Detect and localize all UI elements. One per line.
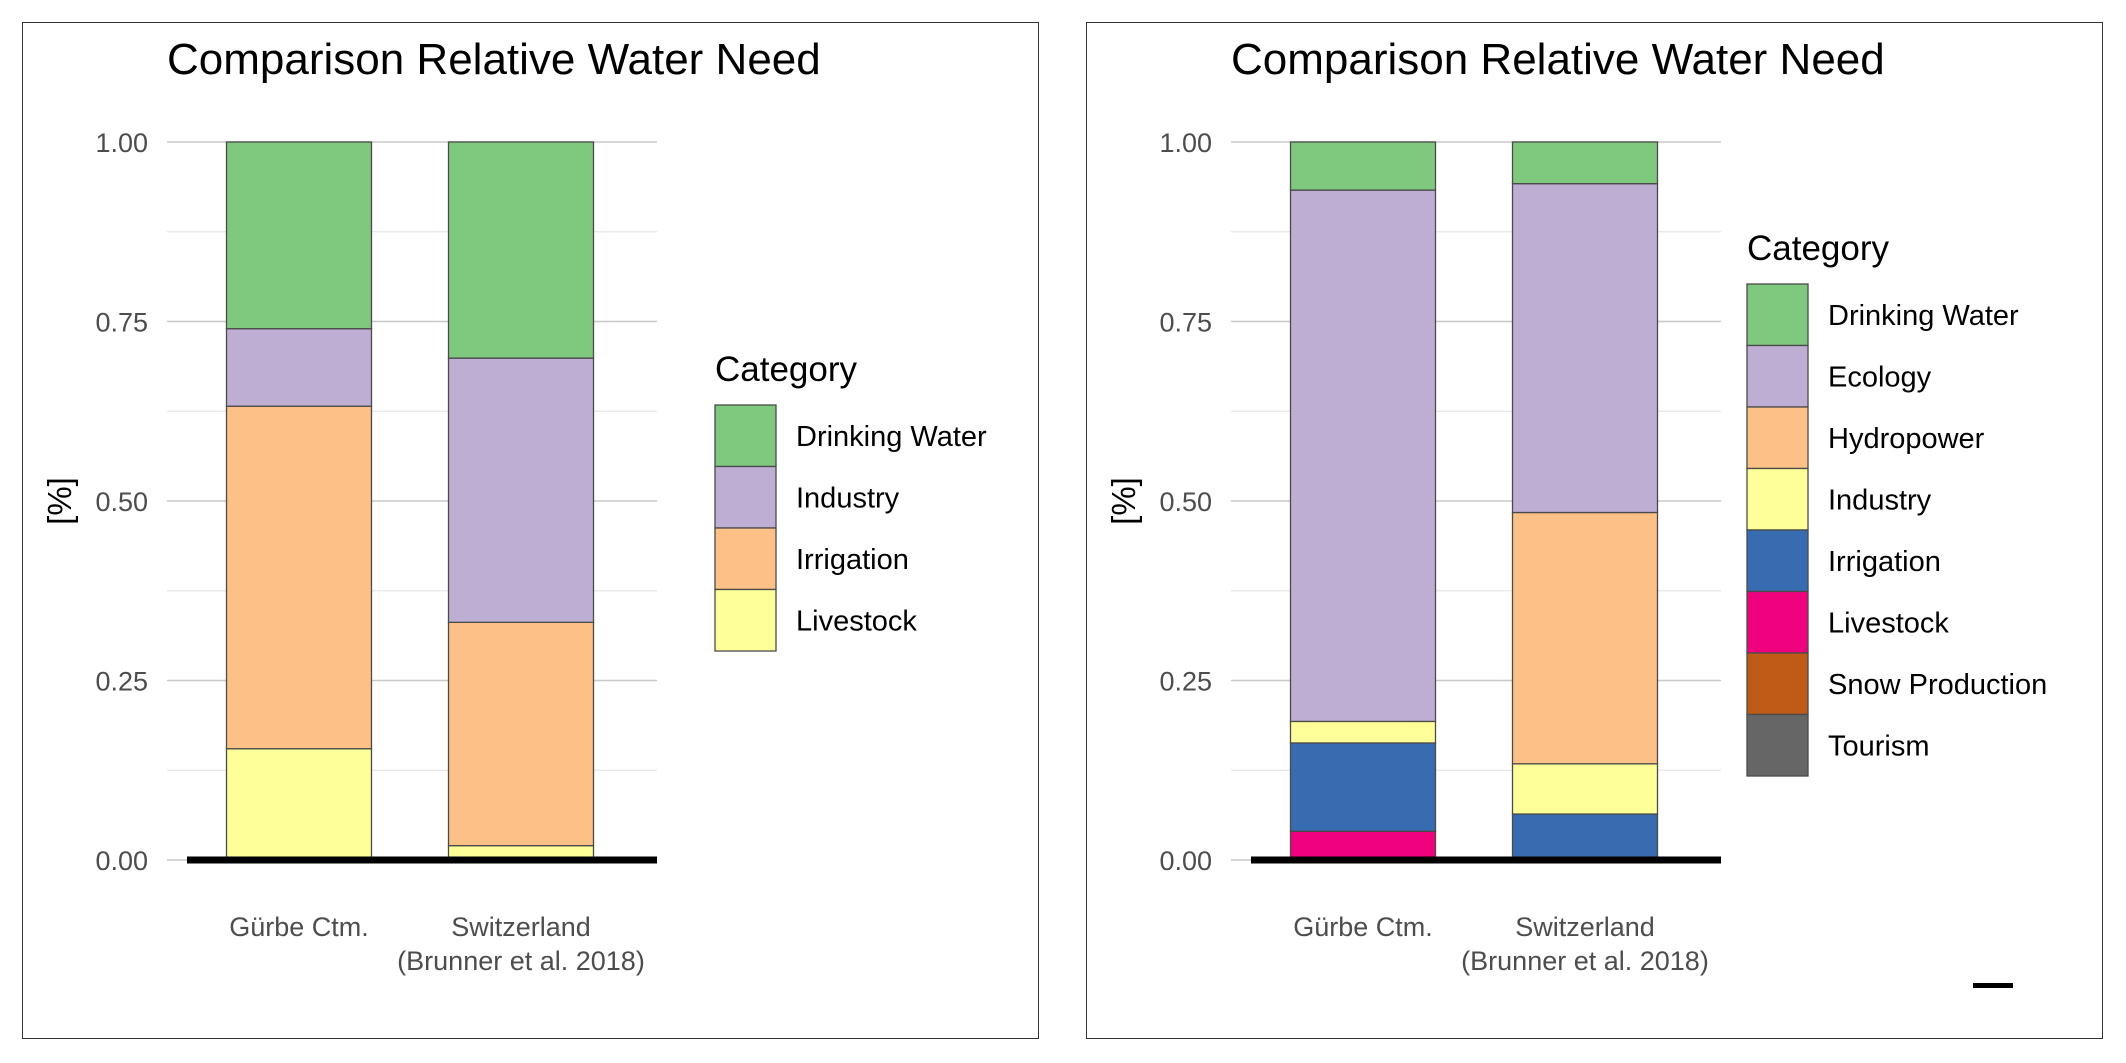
bar-segment-irrigation bbox=[1289, 742, 1437, 832]
x-tick-label: Switzerland bbox=[451, 912, 591, 942]
bar-segment-drinking-water bbox=[1289, 141, 1437, 191]
legend-key-livestock bbox=[714, 588, 777, 652]
chart-title: Comparison Relative Water Need bbox=[167, 35, 821, 84]
bar-segment-industry bbox=[1289, 720, 1437, 744]
y-tick-label: 0.00 bbox=[95, 846, 148, 876]
legend-label: Hydropower bbox=[1828, 423, 1985, 455]
legend-label: Irrigation bbox=[1828, 546, 1941, 578]
y-tick-label: 0.50 bbox=[95, 487, 148, 517]
bar-segment-irrigation bbox=[1511, 813, 1659, 861]
bar-segment-irrigation bbox=[225, 405, 373, 750]
stacked-bar-chart-left: Comparison Relative Water Need 0.00 0.25 0.… bbox=[41, 35, 987, 976]
x-tick-label: (Brunner et al. 2018) bbox=[397, 946, 645, 976]
chart-title: Comparison Relative Water Need bbox=[1231, 35, 1885, 84]
legend-label: Drinking Water bbox=[1828, 300, 2019, 332]
legend-label: Tourism bbox=[1828, 730, 1930, 762]
legend-key-hydropower bbox=[1746, 406, 1809, 470]
bar-segment-hydropower bbox=[1511, 511, 1659, 765]
x-tick-label: Switzerland bbox=[1515, 912, 1655, 942]
legend-label: Livestock bbox=[1828, 607, 1949, 639]
bar-segment-livestock bbox=[1289, 830, 1437, 861]
legend-title: Category bbox=[715, 350, 858, 389]
legend-label: Irrigation bbox=[796, 544, 909, 576]
y-tick-label: 0.75 bbox=[95, 308, 148, 338]
legend-key-irrigation bbox=[714, 527, 777, 591]
legend-label: Livestock bbox=[796, 605, 917, 637]
legend-key-drinking-water bbox=[714, 404, 777, 468]
y-axis-label: [%] bbox=[1105, 477, 1142, 525]
bar-segment-industry bbox=[1511, 763, 1659, 815]
y-tick-label: 0.25 bbox=[1159, 667, 1212, 697]
y-axis-label: [%] bbox=[41, 477, 78, 525]
legend-label: Industry bbox=[796, 482, 900, 514]
x-tick-label: Gürbe Ctm. bbox=[1293, 912, 1433, 942]
dash-mark bbox=[1973, 983, 2013, 988]
y-tick-label: 1.00 bbox=[1159, 128, 1212, 158]
stacked-bar-chart-right: Comparison Relative Water Need 0.00 0.25 0.… bbox=[1105, 35, 2047, 976]
legend-key-livestock bbox=[1746, 590, 1809, 654]
legend-key-tourism bbox=[1746, 713, 1809, 777]
y-tick-label: 0.25 bbox=[95, 667, 148, 697]
legend-key-snow-production bbox=[1746, 652, 1809, 716]
bar-segment-drinking-water bbox=[1511, 141, 1659, 185]
legend-key-industry bbox=[714, 465, 777, 529]
legend-key-ecology bbox=[1746, 344, 1809, 408]
legend-key-industry bbox=[1746, 467, 1809, 531]
legend-key-irrigation bbox=[1746, 529, 1809, 593]
legend-label: Industry bbox=[1828, 484, 1932, 516]
y-tick-label: 0.00 bbox=[1159, 846, 1212, 876]
legend-label: Drinking Water bbox=[796, 421, 987, 453]
bar-segment-drinking-water bbox=[225, 141, 373, 330]
legend-title: Category bbox=[1747, 229, 1890, 268]
bar-segment-livestock bbox=[225, 748, 373, 861]
bar-segment-industry bbox=[225, 328, 373, 407]
chart-panel-right: Comparison Relative Water Need 0.00 0.25 0.… bbox=[1086, 22, 2103, 1039]
legend-label: Snow Production bbox=[1828, 669, 2047, 701]
bar-segment-industry bbox=[447, 357, 595, 623]
bar-segment-ecology bbox=[1289, 189, 1437, 723]
y-tick-label: 0.75 bbox=[1159, 308, 1212, 338]
y-tick-label: 1.00 bbox=[95, 128, 148, 158]
x-tick-label: Gürbe Ctm. bbox=[229, 912, 369, 942]
bar-segment-ecology bbox=[1511, 182, 1659, 514]
bar-segment-irrigation bbox=[447, 621, 595, 847]
x-tick-label: (Brunner et al. 2018) bbox=[1461, 946, 1709, 976]
y-tick-label: 0.50 bbox=[1159, 487, 1212, 517]
bar-segment-drinking-water bbox=[447, 141, 595, 359]
chart-panel-left: Comparison Relative Water Need 0.00 0.25 0.… bbox=[22, 22, 1039, 1039]
legend-label: Ecology bbox=[1828, 361, 1932, 393]
legend-key-drinking-water bbox=[1746, 283, 1809, 347]
